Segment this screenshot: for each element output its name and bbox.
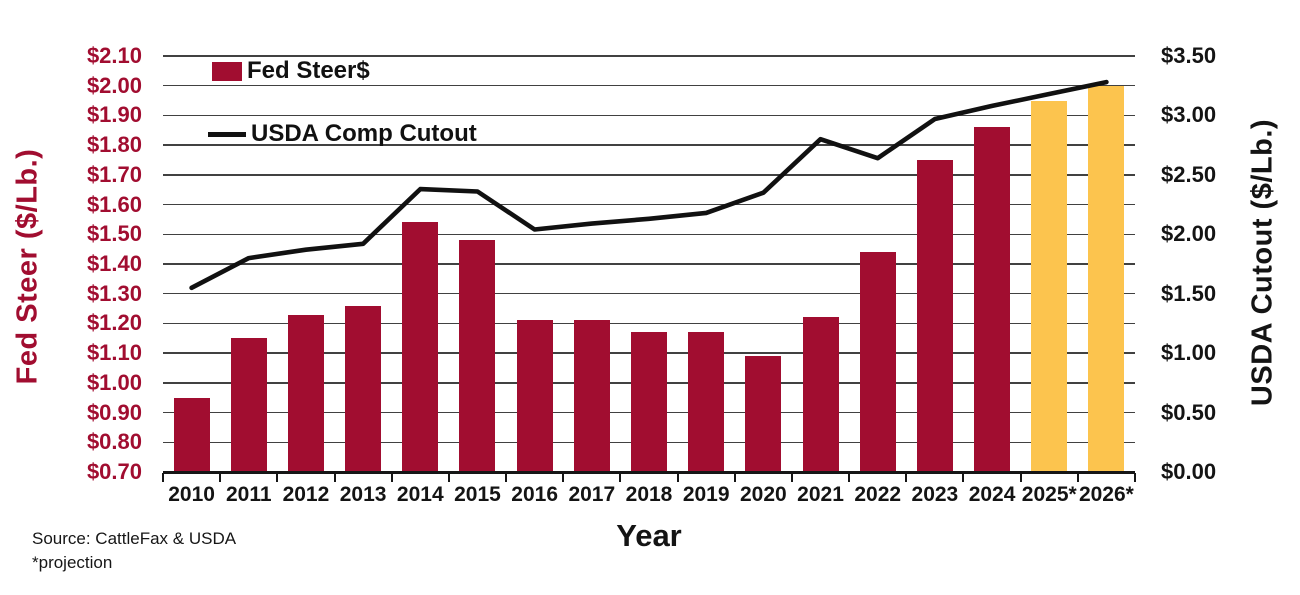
left-axis-tick: $1.10	[86, 340, 142, 366]
right-axis-tick: $2.00	[1161, 221, 1217, 247]
left-axis-tick: $1.00	[86, 369, 142, 395]
x-axis-label-2016: 2016	[511, 483, 558, 506]
x-axis-tick	[562, 473, 565, 482]
x-axis-tick	[790, 473, 793, 482]
x-axis-label-2022: 2022	[854, 483, 902, 506]
gridline	[163, 322, 1135, 325]
source-line: Source: CattleFax & USDA	[32, 529, 237, 548]
bar-2019	[688, 332, 725, 472]
legend-line-swatch-icon	[208, 131, 246, 137]
left-axis-tick: $1.60	[86, 191, 142, 217]
right-axis-tick: $3.50	[1161, 43, 1217, 68]
x-axis-tick	[962, 473, 965, 482]
bar-2020	[745, 356, 782, 472]
bar-2025*	[1031, 100, 1068, 472]
x-axis-label-2019: 2019	[682, 483, 730, 506]
bar-2026*	[1088, 85, 1125, 472]
left-axis-tick: $1.40	[86, 251, 142, 276]
x-axis-label-2020: 2020	[739, 483, 787, 506]
x-axis-label-2017: 2017	[568, 483, 616, 506]
legend-bar-swatch-icon	[212, 61, 242, 81]
bar-2021	[802, 317, 839, 472]
legend-label-usda-comp-cutout: USDA Comp Cutout	[251, 120, 477, 147]
x-axis-tick	[1134, 473, 1136, 482]
left-axis-tick: $1.70	[86, 161, 142, 187]
x-axis-tick	[276, 473, 279, 482]
x-axis-tick	[505, 473, 508, 482]
gridline	[163, 84, 1135, 87]
projection-footnote: *projection	[32, 553, 113, 572]
x-axis-label-2010: 2010	[168, 483, 215, 506]
right-axis-tick: $3.00	[1161, 102, 1217, 128]
bar-2017	[573, 320, 610, 472]
bar-2018	[631, 332, 667, 472]
x-axis-tick	[1019, 473, 1022, 482]
right-axis-tick: $1.00	[1161, 340, 1217, 366]
usda-comp-cutout-line	[189, 79, 1109, 291]
bar-2015	[459, 240, 496, 472]
x-axis-tick	[390, 473, 393, 482]
bar-2014	[402, 222, 439, 472]
legend-item-fed-steer: Fed Steer$	[212, 57, 370, 85]
right-axis-title: USDA Cutout ($/Lb.)	[1246, 118, 1279, 407]
gridline	[163, 55, 1135, 57]
x-axis-label-2023: 2023	[911, 483, 959, 506]
bar-2011	[230, 338, 267, 472]
left-axis-tick: $1.30	[86, 280, 142, 306]
left-axis-tick: $2.00	[86, 72, 142, 98]
left-axis-tick: $2.10	[86, 43, 142, 68]
x-axis-tick	[905, 473, 908, 482]
gridline	[163, 114, 1135, 117]
legend-item-usda-comp-cutout: USDA Comp Cutout	[208, 120, 477, 148]
bar-2024	[974, 127, 1011, 472]
x-axis-label-2025: 2025*	[1021, 483, 1077, 506]
left-axis-tick: $0.90	[86, 399, 142, 425]
x-axis-tick	[447, 473, 450, 482]
left-axis-tick: $1.20	[86, 310, 142, 336]
x-axis-label-2013: 2013	[339, 483, 387, 506]
right-axis-tick: $0.00	[1161, 459, 1217, 484]
left-axis-tick: $1.50	[86, 221, 142, 247]
source-note: Source: CattleFax & USDA *projection	[32, 527, 236, 575]
legend-label-fed-steer: Fed Steer$	[247, 57, 370, 84]
left-axis-tick: $1.80	[86, 132, 142, 158]
x-axis-label-2026: 2026*	[1078, 483, 1134, 506]
x-axis-label-2024: 2024	[968, 483, 1016, 506]
x-axis-line	[163, 471, 1135, 474]
x-axis-tick	[219, 473, 222, 482]
x-axis-tick	[676, 473, 679, 482]
x-axis-tick	[1076, 473, 1079, 482]
x-axis-tick	[848, 473, 851, 482]
x-axis-label-2014: 2014	[396, 483, 444, 506]
bar-2022	[859, 252, 896, 472]
x-axis-label-2015: 2015	[454, 483, 501, 506]
x-axis-label-2011: 2011	[225, 483, 272, 506]
x-axis-tick	[619, 473, 622, 482]
x-axis-label-2018: 2018	[625, 483, 673, 506]
right-axis-tick: $2.50	[1161, 161, 1217, 187]
gridline	[163, 292, 1135, 295]
right-axis-tick: $1.50	[1161, 280, 1217, 306]
x-axis-tick	[733, 473, 736, 482]
left-axis-tick: $0.80	[86, 429, 142, 455]
bar-2016	[516, 320, 553, 472]
x-axis-tick	[162, 473, 164, 482]
x-axis-label-2021: 2021	[797, 483, 844, 506]
bar-2010	[173, 397, 210, 472]
bar-2013	[345, 305, 382, 472]
right-axis-tick: $0.50	[1161, 399, 1217, 425]
left-axis-tick: $0.70	[86, 459, 142, 484]
x-axis-label-2012: 2012	[282, 483, 330, 506]
bar-2012	[287, 314, 324, 472]
x-axis-tick	[333, 473, 336, 482]
left-axis-tick: $1.90	[86, 102, 142, 128]
x-axis-title: Year	[616, 518, 682, 553]
bar-2023	[916, 160, 953, 472]
